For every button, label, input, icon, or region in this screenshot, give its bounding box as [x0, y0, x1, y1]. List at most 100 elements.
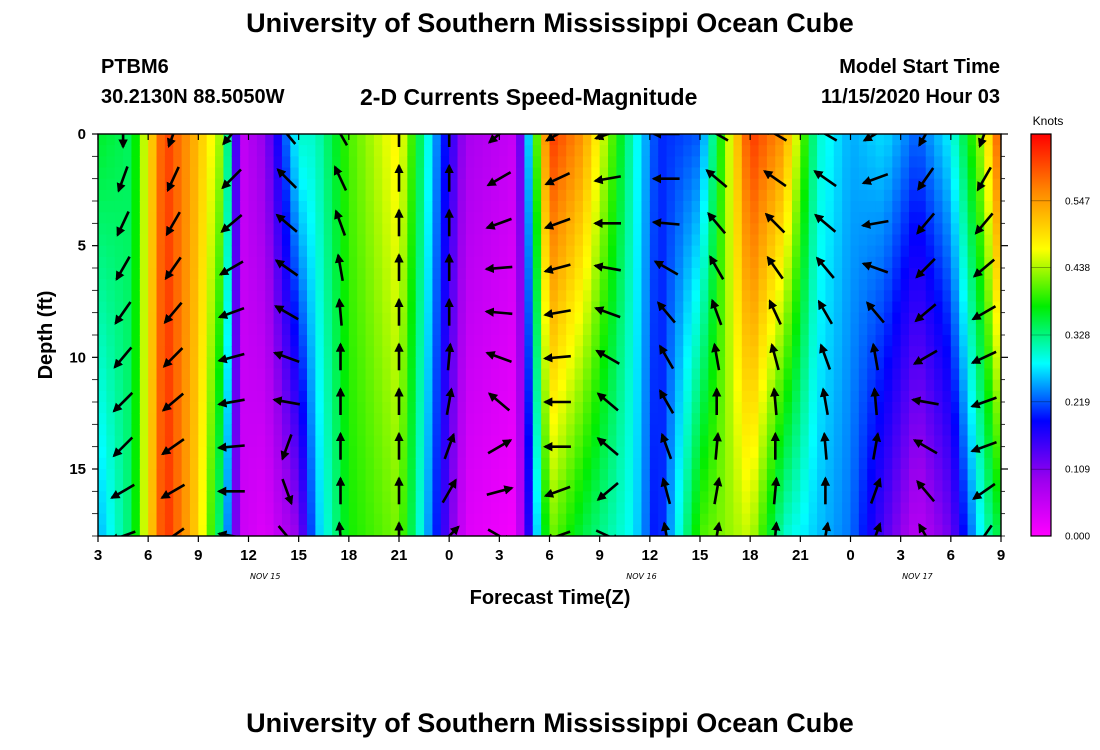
heat-cell [248, 469, 258, 481]
heat-cell [231, 524, 241, 536]
heat-cell [766, 145, 776, 157]
heat-cell [432, 368, 442, 381]
heat-cell [791, 390, 801, 403]
heat-cell [591, 268, 601, 280]
current-vector [658, 389, 675, 414]
heat-cell [424, 357, 434, 370]
heat-cell [357, 245, 367, 258]
heat-cell [524, 201, 534, 213]
heat-cell [950, 469, 960, 481]
heat-cell [98, 201, 107, 213]
heat-cell [315, 513, 325, 526]
heat-cell [490, 502, 500, 515]
current-vector [484, 307, 513, 317]
heat-cell [290, 457, 300, 470]
heat-cell [332, 480, 342, 492]
heat-cell [674, 480, 684, 492]
heat-cell [984, 268, 994, 280]
heat-cell [315, 223, 325, 236]
heat-cell [833, 201, 843, 213]
heat-cell [490, 480, 500, 492]
heat-cell [566, 301, 576, 314]
heat-cell [549, 189, 559, 202]
heat-cell [858, 491, 868, 504]
current-vector [912, 349, 938, 365]
heat-cell [942, 435, 952, 448]
heat-cell [98, 279, 107, 291]
heat-cell [290, 469, 300, 481]
heat-cell [624, 379, 634, 392]
heat-cell [273, 413, 283, 425]
heat-cell [223, 323, 233, 336]
heat-cell [156, 379, 166, 392]
heat-cell [240, 301, 250, 314]
heat-cell [399, 290, 408, 303]
heat-cell [432, 312, 442, 325]
heat-cell [566, 346, 576, 358]
heat-cell [532, 178, 542, 191]
heat-cell [967, 491, 977, 504]
heat-cell [950, 312, 960, 325]
heat-cell [674, 424, 684, 437]
heat-cell [892, 301, 902, 314]
heat-cell [173, 402, 183, 414]
heat-cell [465, 457, 475, 470]
heat-cell [415, 357, 425, 370]
x-tick-label: 12 [240, 547, 257, 564]
heat-cell [307, 256, 316, 269]
heat-cell [942, 156, 952, 169]
heat-cell [499, 268, 509, 280]
heat-cell [967, 435, 977, 448]
heat-cell [407, 134, 417, 146]
heat-cell [833, 290, 843, 303]
heat-cell [131, 357, 141, 370]
heat-cell [424, 145, 434, 157]
heat-cell [198, 134, 208, 146]
heat-cell [415, 446, 425, 459]
heat-cell [741, 167, 751, 180]
heat-cell [674, 469, 684, 481]
heat-cell [164, 145, 174, 157]
heat-cell [432, 469, 442, 481]
heat-cell [256, 379, 266, 392]
heat-cell [265, 134, 275, 146]
heat-cell [566, 167, 576, 180]
heat-cell [424, 223, 434, 236]
current-vector [911, 396, 939, 406]
heat-cell [674, 245, 684, 258]
heat-cell [599, 446, 609, 459]
heat-cell [867, 156, 877, 169]
heat-cell [549, 524, 559, 536]
heat-cell [858, 413, 868, 425]
heat-cell [516, 435, 526, 448]
heat-cell [691, 435, 701, 448]
heat-cell [332, 502, 342, 515]
heat-cell [516, 368, 526, 381]
heat-cell [215, 346, 225, 358]
heat-cell [842, 245, 852, 258]
heat-cell [432, 323, 442, 336]
heat-cell [390, 502, 400, 515]
heat-cell [507, 480, 517, 492]
current-vector [596, 482, 619, 501]
heat-cell [691, 480, 701, 492]
heat-cell [666, 379, 676, 392]
heat-cell [808, 413, 818, 425]
heat-cell [465, 134, 475, 146]
heat-cell [641, 402, 651, 414]
heat-cell [206, 502, 216, 515]
heat-cell [842, 234, 852, 247]
heat-cell [256, 435, 266, 448]
heat-cell [741, 379, 751, 392]
heat-cell [641, 167, 651, 180]
heat-cell [307, 156, 316, 169]
heat-cell [917, 145, 927, 157]
heat-cell [348, 469, 358, 481]
heat-cell [725, 335, 735, 347]
heat-cell [984, 435, 994, 448]
heat-cell [440, 390, 450, 403]
heat-cell [281, 424, 291, 437]
heat-cell [992, 189, 1001, 202]
heat-cell [323, 268, 333, 280]
heat-cell [959, 279, 969, 291]
